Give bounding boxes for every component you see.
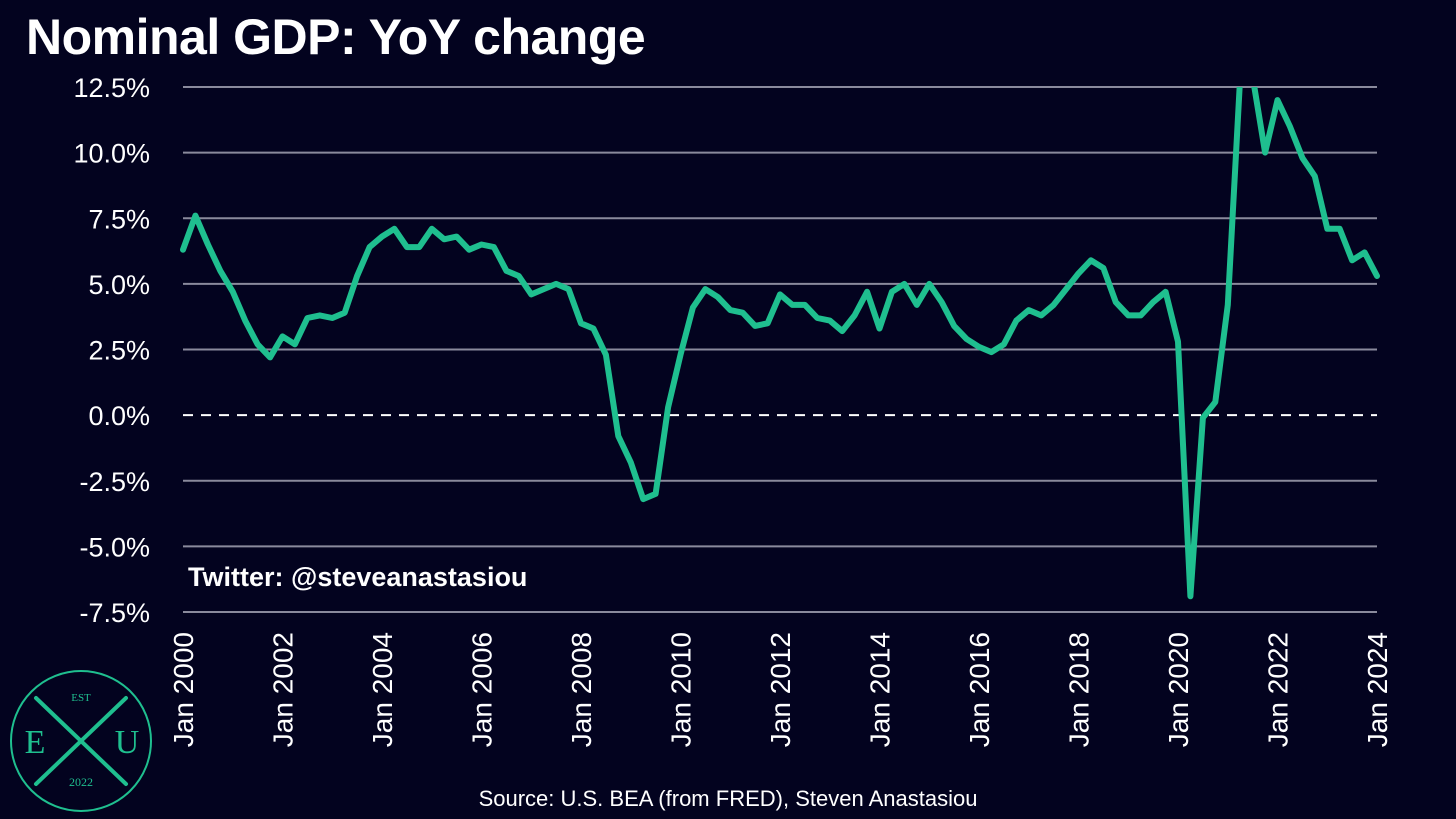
x-tick-label: Jan 2010: [666, 632, 697, 747]
y-tick-label: 5.0%: [88, 270, 150, 300]
x-tick-label: Jan 2020: [1163, 632, 1194, 747]
series-line: [180, 87, 1380, 600]
twitter-handle: Twitter: @steveanastasiou: [188, 562, 528, 592]
exu-logo: EST E U 2022: [10, 670, 152, 812]
logo-right-letter: U: [115, 724, 140, 761]
source-note: Source: U.S. BEA (from FRED), Steven Ana…: [478, 786, 978, 811]
logo-bottom-text: 2022: [69, 775, 93, 789]
x-tick-label: Jan 2006: [467, 632, 498, 747]
logo-left-letter: E: [25, 724, 46, 761]
x-tick-label: Jan 2004: [367, 632, 398, 747]
y-tick-label: 7.5%: [88, 204, 150, 234]
x-tick-label: Jan 2016: [964, 632, 995, 747]
y-tick-label: -2.5%: [79, 467, 150, 497]
grid-lines: [183, 86, 1377, 613]
x-tick-label: Jan 2014: [865, 632, 896, 747]
x-tick-label: Jan 2008: [566, 632, 597, 747]
y-tick-label: 12.5%: [73, 73, 150, 103]
logo-cross-line: [34, 696, 128, 786]
y-axis-labels: 12.5% 10.0% 7.5% 5.0% 2.5% 0.0% -2.5% -5.0% -7.5…: [73, 73, 150, 628]
series-layer: [180, 87, 1380, 600]
x-axis-labels: Jan 2000 Jan 2002 Jan 2004 Jan 2006 Jan 2008…: [168, 632, 1393, 747]
chart-title: Nominal GDP: YoY change: [26, 9, 646, 65]
x-tick-label: Jan 2022: [1263, 632, 1294, 747]
logo-top-text: EST: [71, 692, 91, 704]
logo-circle: [10, 670, 152, 812]
x-tick-label: Jan 2012: [765, 632, 796, 747]
y-tick-label: -5.0%: [79, 532, 150, 562]
x-tick-label: Jan 2000: [168, 632, 199, 747]
y-tick-label: 0.0%: [88, 401, 150, 431]
y-tick-label: -7.5%: [79, 598, 150, 628]
y-tick-label: 2.5%: [88, 336, 150, 366]
y-tick-label: 10.0%: [73, 139, 150, 169]
x-tick-label: Jan 2002: [268, 632, 299, 747]
x-tick-label: Jan 2018: [1064, 632, 1095, 747]
x-tick-label: Jan 2024: [1362, 632, 1393, 747]
